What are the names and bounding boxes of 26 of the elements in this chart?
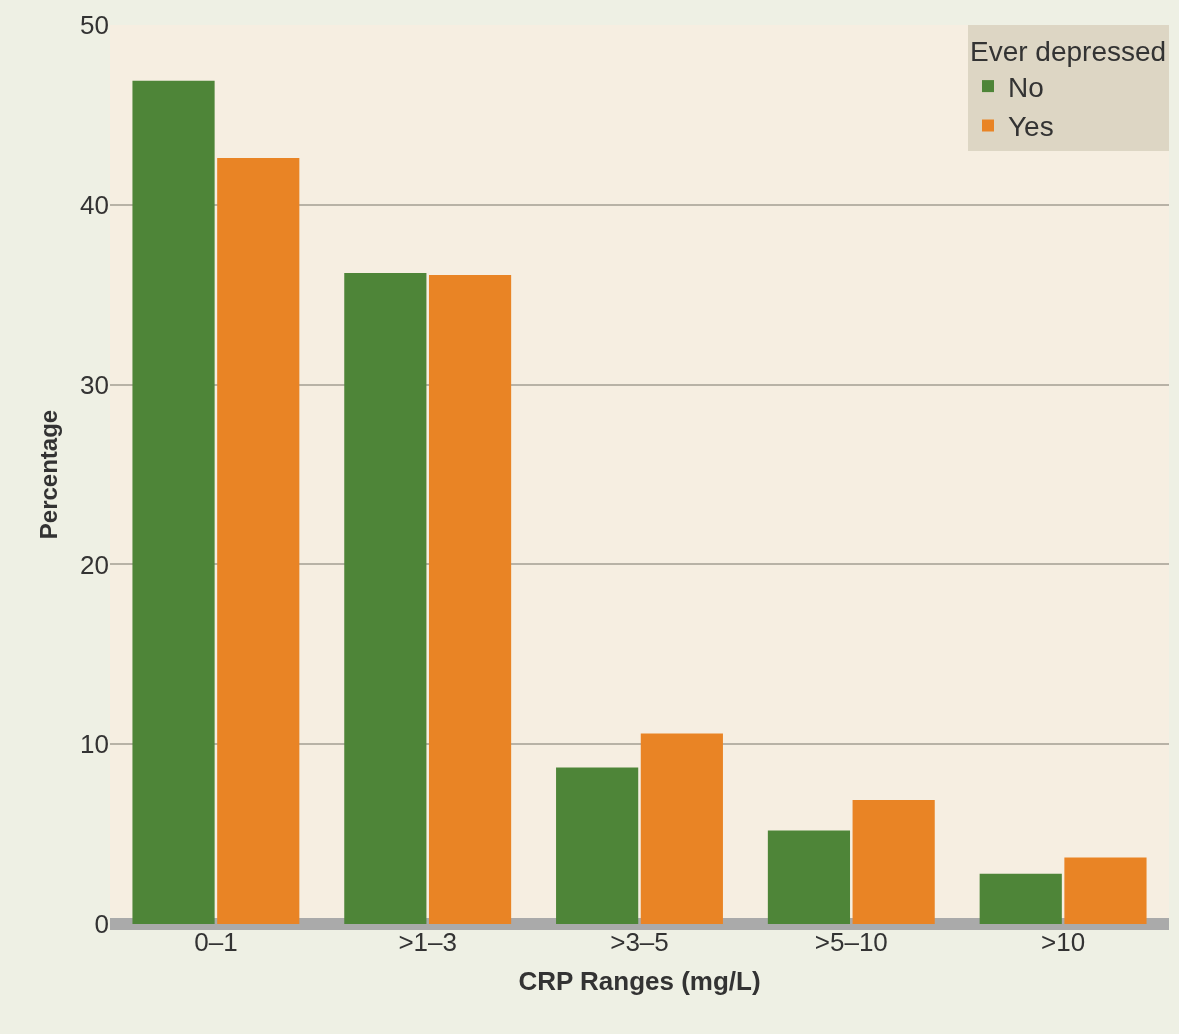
x-tick-label: >3–5 <box>610 927 669 957</box>
y-tick-label: 30 <box>80 369 109 400</box>
bar <box>852 799 935 924</box>
y-tick-label: 50 <box>80 10 109 41</box>
bar <box>640 733 723 924</box>
y-tick-label: 10 <box>80 729 109 760</box>
bar <box>1064 857 1147 924</box>
bar <box>344 273 427 924</box>
legend-label: No <box>1008 72 1044 104</box>
legend-label: Yes <box>1008 111 1054 143</box>
x-tick-label: >1–3 <box>398 927 457 957</box>
y-axis-title: Percentage <box>35 409 63 540</box>
y-tick-label: 40 <box>80 189 109 220</box>
x-axis-title: CRP Ranges (mg/L) <box>518 965 761 996</box>
x-tick-label: >5–10 <box>814 927 888 957</box>
legend-title: Ever depressed <box>970 36 1167 68</box>
bar <box>979 873 1062 924</box>
y-tick-label: 0 <box>94 909 109 940</box>
bar <box>428 274 512 924</box>
bar <box>217 158 300 924</box>
y-tick-label: 20 <box>80 549 109 580</box>
x-tick-label: >10 <box>1041 927 1086 957</box>
bar <box>132 80 215 924</box>
x-tick-label: 0–1 <box>194 927 238 957</box>
bar <box>767 830 851 924</box>
bar <box>556 767 639 924</box>
